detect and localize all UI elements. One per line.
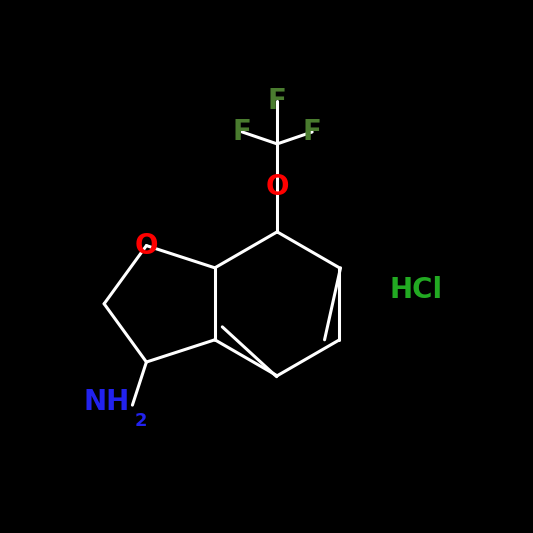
Text: NH: NH [84, 389, 130, 416]
Text: F: F [268, 87, 287, 115]
Text: 2: 2 [135, 411, 148, 430]
Text: F: F [233, 118, 252, 146]
Text: HCl: HCl [389, 277, 442, 304]
Text: O: O [265, 173, 289, 200]
Text: O: O [135, 232, 158, 260]
Text: F: F [303, 118, 321, 146]
